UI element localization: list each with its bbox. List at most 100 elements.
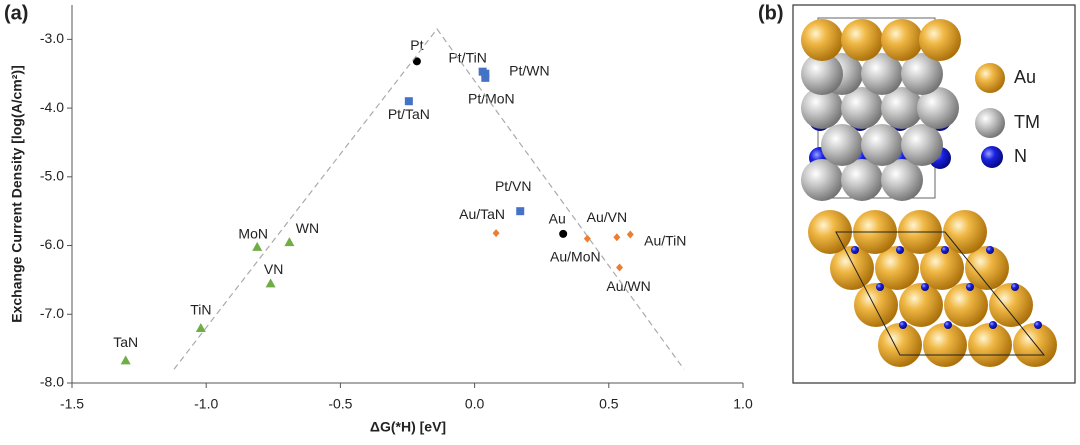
x-tick-label: -0.5 [328,396,352,412]
atom [881,87,923,129]
atom [919,19,961,61]
atom [801,53,843,95]
point [616,263,624,272]
atom [989,283,1033,327]
x-tick-label: 0.0 [465,396,485,412]
atom [899,321,907,329]
x-tick-label: -1.5 [60,396,84,412]
atom [808,210,852,254]
atom [841,159,883,201]
point-label: Pt [410,37,423,53]
atom [944,283,988,327]
point [583,234,591,243]
atom [861,124,903,166]
point [626,230,634,239]
plot-area: -3.0 -4.0 -5.0 -6.0 -7.0 -8.0 -1.5 -1.0 -0.5 0.0 0… [40,5,753,412]
atom [1034,321,1042,329]
atom [986,246,994,254]
point [252,241,263,251]
atom [943,210,987,254]
atom [968,323,1012,367]
point-label: Au/TaN [459,206,505,222]
atom [841,87,883,129]
atom [878,323,922,367]
atom [944,321,952,329]
point [559,229,568,238]
point-label: WN [296,220,319,236]
cell-edge [835,231,1046,356]
atom [851,246,859,254]
point-label: Pt/VN [495,178,532,194]
atom [876,283,884,291]
atom [801,159,843,201]
point [120,355,131,365]
atom [801,19,843,61]
atom [901,53,943,95]
point-label: MoN [238,226,268,242]
point [481,69,490,78]
point-label: Au [549,211,566,227]
point-label: Au/MoN [550,248,601,264]
atom [901,124,943,166]
point [492,229,500,238]
atom [830,246,874,290]
atom [923,323,967,367]
point-label: TiN [190,302,211,318]
point-label: Pt/TaN [388,106,430,122]
point-label: Pt/TiN [448,49,486,65]
atom [1013,323,1057,367]
atom [1011,283,1019,291]
atom [854,283,898,327]
x-tick-label: 0.5 [599,396,619,412]
atom [941,246,949,254]
atom [861,53,903,95]
point [195,323,206,333]
point [412,57,421,66]
panel-label: (b) [758,2,784,24]
point-label: TaN [113,334,138,350]
point-label: Pt/MoN [468,91,515,107]
point-label: Pt/WN [509,62,549,78]
point [613,233,621,242]
point [265,278,276,288]
point [284,237,295,247]
legend-swatch [975,63,1005,93]
y-axis-title: Exchange Current Density [log(A/cm²)] [9,65,25,322]
point-label: Au/TiN [644,232,686,248]
atom [881,159,923,201]
point [516,207,525,216]
atom [966,283,974,291]
atom [841,19,883,61]
y-tick-label: -6.0 [40,236,64,252]
x-tick-label: 1.0 [733,396,753,412]
atom [881,19,923,61]
volcano-line [173,28,685,370]
y-tick-label: -8.0 [40,374,64,390]
legend-swatch [975,108,1005,138]
legend-label: N [1014,146,1027,166]
x-tick-label: -1.0 [194,396,218,412]
atom [965,246,1009,290]
point-label: Au/VN [587,209,627,225]
structure [801,17,1057,367]
atom [917,87,959,129]
atom [920,246,964,290]
atom [801,87,843,129]
point [481,73,490,82]
y-tick-label: -5.0 [40,168,64,184]
legend-label: TM [1014,112,1040,132]
atom [821,124,863,166]
y-tick-label: -4.0 [40,99,64,115]
legend-swatch [981,146,1003,168]
atom [989,321,997,329]
atom [921,283,929,291]
x-axis-title: ΔG(*H) [eV] [370,419,446,435]
point-label: VN [264,261,283,277]
atom [875,246,919,290]
y-tick-label: -3.0 [40,30,64,46]
y-tick-label: -7.0 [40,305,64,321]
atom [896,246,904,254]
atom [899,283,943,327]
point [404,97,413,106]
